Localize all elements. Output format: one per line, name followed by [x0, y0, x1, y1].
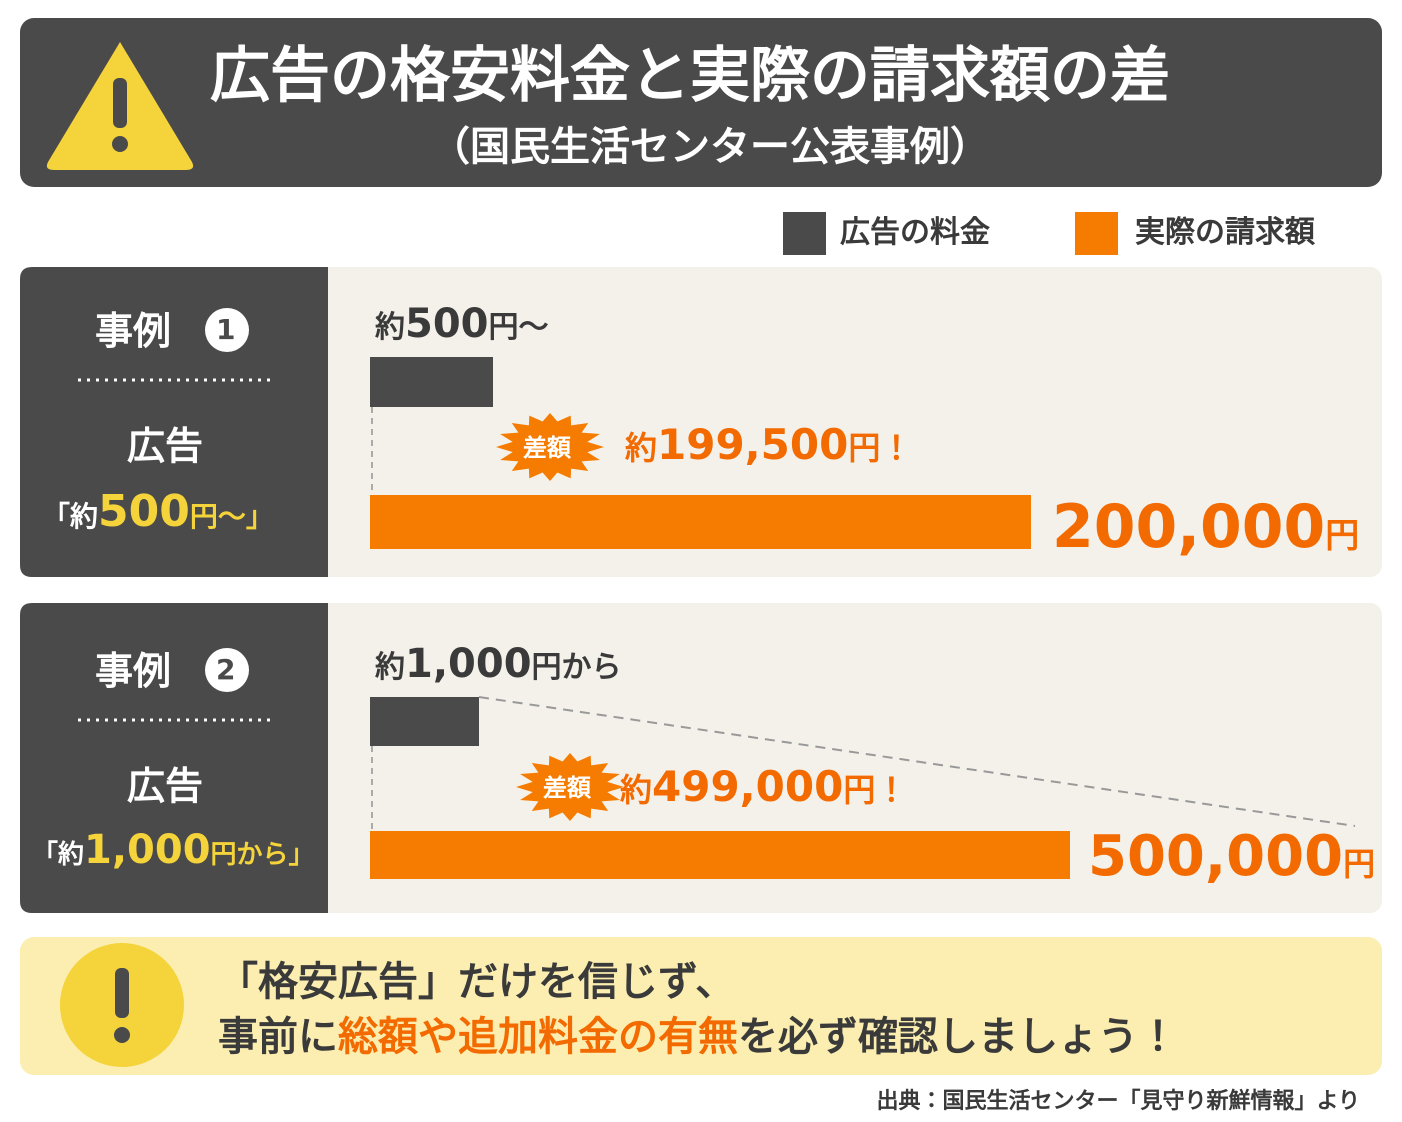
case-label: 事例 — [95, 309, 172, 353]
ad-text-part: 円から」 — [210, 840, 315, 870]
diff: 約199,500円！ — [625, 424, 912, 466]
ad-price: 約1,000円から — [375, 644, 622, 684]
note-dot — [114, 1027, 130, 1043]
ad-price-part: 円〜 — [488, 310, 549, 345]
ad-heading: 広告 — [127, 424, 204, 468]
actual-value: 200,000 — [1052, 492, 1326, 562]
diff-part: 円！ — [848, 429, 913, 467]
actual: 500,000円 — [1088, 829, 1375, 885]
note-part: 事前に — [218, 1014, 338, 1060]
ad-heading: 広告 — [127, 764, 204, 808]
ad-price-value: 500 — [405, 301, 489, 347]
source: 出典：国民生活センター「見守り新鮮情報」より — [876, 1089, 1360, 1114]
case-label-panel — [20, 267, 328, 577]
diff-part: 円！ — [843, 771, 908, 809]
legend-label: 実際の請求額 — [1135, 215, 1315, 250]
note-line: 「格安広告」だけを信じず、 — [218, 959, 736, 1005]
actual-unit: 円 — [1325, 516, 1360, 556]
actual: 200,000円 — [1052, 497, 1359, 557]
note-line: 事前に総額や追加料金の有無を必ず確認しましょう！ — [218, 1017, 1178, 1057]
case-number-circle — [205, 648, 249, 692]
actual-unit: 円 — [1343, 845, 1376, 883]
legend-swatch — [1075, 212, 1118, 255]
diff-badge — [516, 753, 624, 821]
legend-label: 広告の料金 — [840, 215, 990, 250]
diff-part: 約 — [625, 429, 658, 467]
diff: 約499,000円！ — [620, 766, 907, 808]
legend-swatch — [783, 212, 826, 255]
ad-text: 「約1,000円から」 — [32, 830, 315, 870]
badge-label: 差額 — [543, 774, 591, 802]
ad-bar — [370, 697, 479, 746]
ad-price-part: 円から — [531, 650, 622, 685]
diff-badge — [496, 413, 604, 481]
header-box — [20, 18, 1382, 187]
case-label: 事例 — [95, 649, 172, 693]
title: 広告の格安料金と実際の請求額の差 — [210, 41, 1170, 111]
case-label-panel — [20, 603, 328, 913]
ad-text-part: 円〜」 — [189, 500, 274, 533]
note-part: を必ず確認しましょう！ — [738, 1014, 1178, 1060]
ad-price-part: 約 — [375, 310, 405, 345]
note-box — [20, 937, 1382, 1075]
connector — [478, 696, 1356, 827]
diff-part: 約 — [620, 771, 653, 809]
ad-price-part: 約 — [375, 650, 405, 685]
diff-value: 199,500 — [657, 420, 849, 469]
ad-text-price: 500 — [98, 486, 190, 537]
ad-text: 「約500円〜」 — [42, 490, 274, 534]
actual-value: 500,000 — [1088, 824, 1344, 889]
warning-mark — [113, 78, 127, 128]
case-number: 2 — [216, 653, 236, 686]
actual-bar — [370, 495, 1031, 549]
case-number: 1 — [216, 313, 236, 346]
case-number-circle — [205, 308, 249, 352]
ad-bar — [370, 357, 493, 407]
ad-price-value: 1,000 — [405, 641, 532, 687]
ad-text-part: 「約 — [32, 840, 85, 870]
subtitle: （国民生活センター公表事例） — [430, 124, 990, 170]
actual-bar — [370, 831, 1070, 879]
note-emphasis: 総額や追加料金の有無 — [338, 1014, 738, 1060]
note-mark — [115, 968, 129, 1018]
warning-dot — [112, 136, 128, 152]
ad-text-part: 「約 — [42, 500, 99, 533]
ad-price: 約500円〜 — [375, 304, 549, 344]
ad-text-price: 1,000 — [84, 827, 211, 873]
case-panel — [20, 267, 1382, 577]
badge-label: 差額 — [523, 434, 571, 462]
diff-value: 499,000 — [652, 762, 844, 811]
